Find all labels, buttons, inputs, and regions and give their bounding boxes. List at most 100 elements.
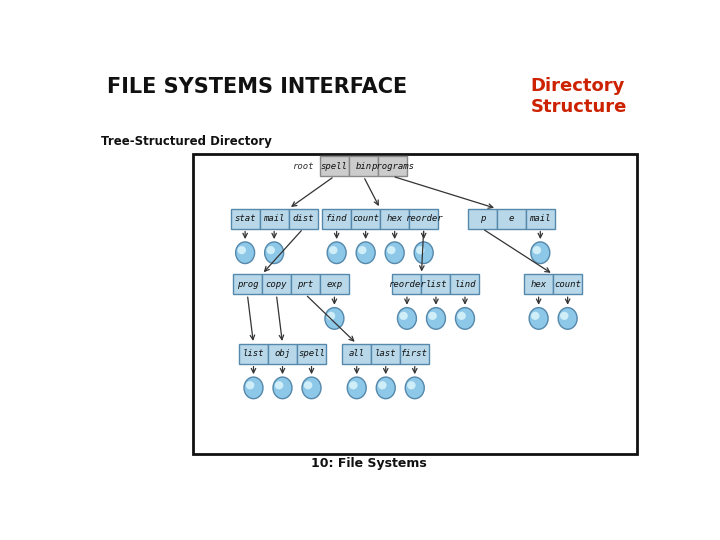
Text: e: e [508, 214, 514, 223]
Ellipse shape [302, 377, 321, 399]
Text: reorder: reorder [405, 214, 443, 223]
FancyBboxPatch shape [297, 344, 326, 364]
Ellipse shape [265, 242, 284, 264]
Text: mail: mail [529, 214, 551, 223]
Ellipse shape [426, 308, 446, 329]
Text: spell: spell [298, 349, 325, 358]
Text: dist: dist [292, 214, 314, 223]
Ellipse shape [385, 242, 404, 264]
FancyBboxPatch shape [392, 274, 421, 294]
Text: hex: hex [387, 214, 402, 223]
Ellipse shape [531, 242, 550, 264]
FancyBboxPatch shape [193, 154, 637, 454]
Ellipse shape [378, 381, 387, 389]
Text: list: list [243, 349, 264, 358]
Ellipse shape [560, 312, 569, 320]
Text: first: first [401, 349, 428, 358]
Ellipse shape [529, 308, 548, 329]
Ellipse shape [327, 242, 346, 264]
FancyBboxPatch shape [260, 208, 289, 228]
Text: mail: mail [264, 214, 285, 223]
Ellipse shape [273, 377, 292, 399]
Text: list: list [426, 280, 446, 289]
FancyBboxPatch shape [233, 274, 262, 294]
Ellipse shape [428, 312, 437, 320]
FancyBboxPatch shape [262, 274, 291, 294]
Ellipse shape [275, 381, 284, 389]
FancyBboxPatch shape [351, 208, 380, 228]
FancyBboxPatch shape [468, 208, 497, 228]
Text: stat: stat [235, 214, 256, 223]
Ellipse shape [304, 381, 312, 389]
Text: FILE SYSTEMS INTERFACE: FILE SYSTEMS INTERFACE [107, 77, 407, 97]
Text: count: count [554, 280, 581, 289]
Ellipse shape [356, 242, 375, 264]
FancyBboxPatch shape [239, 344, 268, 364]
Text: 10: File Systems: 10: File Systems [311, 457, 427, 470]
Ellipse shape [349, 381, 358, 389]
Text: Directory
Structure: Directory Structure [531, 77, 627, 116]
Ellipse shape [347, 377, 366, 399]
FancyBboxPatch shape [289, 208, 318, 228]
FancyBboxPatch shape [497, 208, 526, 228]
Ellipse shape [327, 312, 336, 320]
Text: find: find [326, 214, 347, 223]
Ellipse shape [329, 246, 338, 254]
Ellipse shape [358, 246, 366, 254]
FancyBboxPatch shape [342, 344, 372, 364]
FancyBboxPatch shape [291, 274, 320, 294]
FancyBboxPatch shape [320, 274, 349, 294]
Ellipse shape [405, 377, 424, 399]
Ellipse shape [238, 246, 246, 254]
Ellipse shape [387, 246, 395, 254]
Text: last: last [375, 349, 397, 358]
Text: lind: lind [454, 280, 476, 289]
Text: count: count [352, 214, 379, 223]
FancyBboxPatch shape [553, 274, 582, 294]
Ellipse shape [407, 381, 415, 389]
Ellipse shape [558, 308, 577, 329]
Ellipse shape [414, 242, 433, 264]
Text: spell: spell [321, 162, 348, 171]
Text: prog: prog [237, 280, 258, 289]
Ellipse shape [325, 308, 344, 329]
Ellipse shape [377, 377, 395, 399]
Ellipse shape [533, 246, 541, 254]
Text: bin: bin [356, 162, 372, 171]
FancyBboxPatch shape [372, 344, 400, 364]
FancyBboxPatch shape [320, 156, 349, 176]
Text: p: p [480, 214, 485, 223]
Text: reorder: reorder [388, 280, 426, 289]
Ellipse shape [416, 246, 425, 254]
Text: hex: hex [531, 280, 546, 289]
Ellipse shape [400, 312, 408, 320]
FancyBboxPatch shape [526, 208, 555, 228]
Text: root: root [292, 162, 313, 171]
Ellipse shape [246, 381, 254, 389]
FancyBboxPatch shape [421, 274, 451, 294]
FancyBboxPatch shape [268, 344, 297, 364]
FancyBboxPatch shape [524, 274, 553, 294]
Text: Tree-Structured Directory: Tree-Structured Directory [101, 136, 272, 148]
FancyBboxPatch shape [322, 208, 351, 228]
Ellipse shape [266, 246, 275, 254]
Text: obj: obj [274, 349, 291, 358]
Ellipse shape [397, 308, 416, 329]
Ellipse shape [244, 377, 263, 399]
Text: all: all [348, 349, 365, 358]
FancyBboxPatch shape [380, 208, 409, 228]
Ellipse shape [456, 308, 474, 329]
FancyBboxPatch shape [400, 344, 429, 364]
FancyBboxPatch shape [451, 274, 480, 294]
FancyBboxPatch shape [409, 208, 438, 228]
Text: exp: exp [326, 280, 343, 289]
Ellipse shape [235, 242, 255, 264]
FancyBboxPatch shape [349, 156, 378, 176]
Text: prt: prt [297, 280, 313, 289]
Text: programs: programs [371, 162, 414, 171]
FancyBboxPatch shape [378, 156, 407, 176]
Ellipse shape [457, 312, 466, 320]
Text: copy: copy [266, 280, 287, 289]
FancyBboxPatch shape [230, 208, 260, 228]
Ellipse shape [531, 312, 539, 320]
